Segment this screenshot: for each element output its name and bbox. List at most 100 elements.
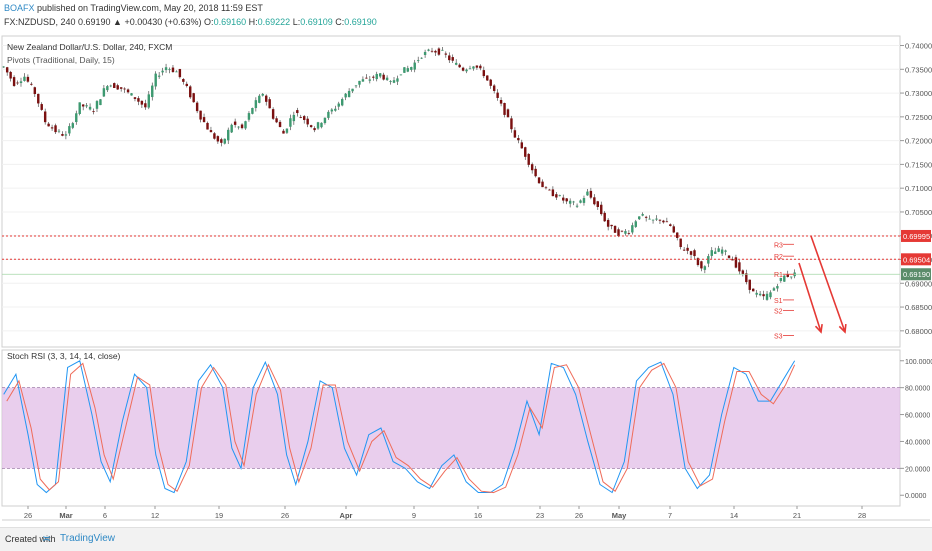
stoch-rsi-pane[interactable] [2, 359, 900, 494]
candle-up [385, 77, 389, 81]
last-price-badge [901, 268, 931, 281]
candle-up [472, 66, 475, 69]
price-label-text: 0.69504 [903, 255, 930, 264]
price-axis-label: 0.74000 [905, 42, 932, 51]
candle-up [720, 249, 724, 254]
time-axis-label: 19 [215, 511, 223, 520]
candle-up [57, 130, 61, 132]
candle-up [776, 286, 779, 289]
candle-down [303, 116, 306, 120]
time-axis-label: Mar [59, 511, 72, 520]
price-pane[interactable]: R3 R2 R1 S1 S2 S3 [2, 45, 900, 341]
high-label: H: [248, 17, 258, 27]
candle-up [227, 129, 230, 141]
candle-down [209, 130, 213, 133]
candle-down [534, 168, 537, 177]
candle-down [448, 55, 451, 61]
candle-down [54, 125, 57, 133]
candle-up [289, 118, 292, 127]
publisher-link[interactable]: BOAFX [4, 3, 35, 13]
candle-up [106, 86, 109, 91]
candle-down [37, 93, 40, 104]
pivot-level-label: R2 [774, 254, 783, 261]
candle-down [299, 117, 302, 119]
candle-down [113, 83, 116, 89]
candle-down [665, 221, 669, 223]
candle-up [292, 114, 296, 122]
candle-up [71, 123, 75, 128]
candle-down [527, 153, 530, 165]
chart-canvas[interactable]: R3 R2 R1 S1 S2 S3 0.74000 0.73500 0.73000 0.7250… [0, 0, 932, 527]
candle-down [240, 124, 244, 129]
candle-up [641, 214, 644, 216]
candle-up [389, 80, 392, 82]
candle-up [244, 121, 247, 129]
candle-up [344, 93, 347, 98]
candle-up [413, 62, 416, 70]
candle-up [157, 75, 161, 77]
candle-up [354, 85, 358, 87]
candle-down [613, 225, 617, 233]
stoch-axis-label: 40.0000 [905, 439, 930, 446]
candle-up [254, 100, 258, 109]
tradingview-brand-link[interactable]: TradingView [60, 533, 116, 544]
candle-up [95, 101, 99, 109]
time-axis-label: 16 [474, 511, 482, 520]
stoch-axis-label: 20.0000 [905, 466, 930, 473]
candle-up [399, 74, 403, 76]
candle-down [365, 77, 368, 79]
candle-up [19, 81, 23, 84]
candle-up [230, 124, 233, 133]
candle-down [282, 130, 285, 134]
candle-up [68, 126, 71, 134]
time-axis-label: 14 [730, 511, 738, 520]
price-label-badge [901, 229, 931, 242]
price-axis-label: 0.73500 [905, 65, 932, 74]
candle-down [596, 201, 599, 207]
candle-down [271, 109, 275, 119]
candle-down [430, 50, 434, 52]
candle-down [12, 77, 16, 86]
stoch-axis-label: 100.0000 [905, 359, 932, 366]
time-axis-label: 21 [793, 511, 801, 520]
candle-up [634, 221, 637, 227]
candle-down [81, 104, 85, 107]
forecast-arrow-1-head [814, 323, 823, 334]
price-axis-label: 0.70500 [905, 208, 932, 217]
candle-down [47, 123, 50, 127]
candle-down [593, 197, 596, 205]
time-axis-label: 7 [668, 511, 672, 520]
candle-up [769, 292, 772, 298]
candle-down [520, 142, 524, 149]
candle-up [88, 106, 92, 110]
candle-down [606, 219, 610, 227]
stoch-rsi-title: Stoch RSI (3, 3, 14, 14, close) [7, 351, 121, 361]
tradingview-logo-icon: ≍ [42, 533, 52, 545]
candle-down [541, 181, 544, 188]
candle-down [658, 219, 662, 221]
candle-down [192, 93, 195, 103]
candle-up [361, 79, 365, 82]
candle-down [43, 111, 47, 123]
candle-down [40, 104, 43, 110]
candle-up [161, 70, 164, 73]
candle-down [492, 85, 496, 91]
candle-down [555, 194, 558, 198]
price-label-badge [901, 253, 931, 266]
created-with-label: Created with [5, 534, 56, 544]
candle-down [679, 238, 682, 248]
candle-up [378, 73, 382, 77]
candle-down [517, 138, 520, 141]
pivot-level-label: R1 [774, 272, 783, 279]
candle-down [372, 76, 375, 78]
candle-up [558, 195, 562, 197]
candle-down [268, 99, 271, 109]
candle-down [206, 122, 209, 130]
candle-up [247, 113, 251, 120]
candle-down [26, 76, 30, 82]
candle-down [306, 118, 309, 125]
candle-down [30, 83, 33, 85]
candle-down [5, 67, 9, 73]
candle-up [175, 71, 178, 73]
candle-down [126, 89, 130, 93]
